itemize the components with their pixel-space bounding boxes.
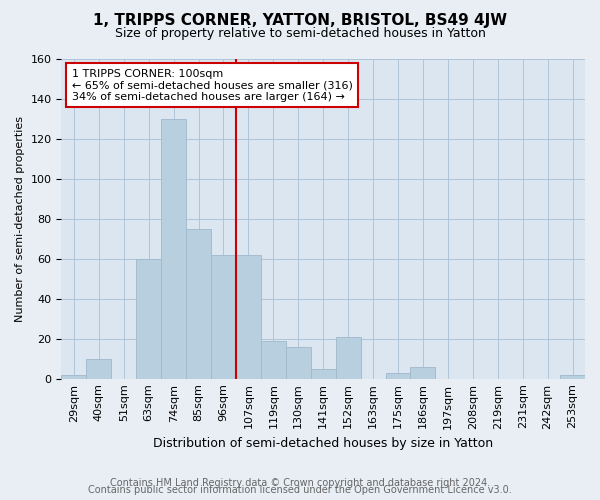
Bar: [211, 255, 236, 378]
Bar: [286, 346, 311, 378]
X-axis label: Distribution of semi-detached houses by size in Yatton: Distribution of semi-detached houses by …: [153, 437, 493, 450]
Bar: [410, 366, 436, 378]
Bar: [311, 368, 335, 378]
Bar: [236, 255, 261, 378]
Text: Contains HM Land Registry data © Crown copyright and database right 2024.: Contains HM Land Registry data © Crown c…: [110, 478, 490, 488]
Bar: [161, 119, 186, 378]
Bar: [186, 229, 211, 378]
Bar: [136, 259, 161, 378]
Bar: [86, 358, 111, 378]
Bar: [335, 336, 361, 378]
Bar: [560, 374, 585, 378]
Text: 1 TRIPPS CORNER: 100sqm
← 65% of semi-detached houses are smaller (316)
34% of s: 1 TRIPPS CORNER: 100sqm ← 65% of semi-de…: [72, 68, 353, 102]
Bar: [386, 372, 410, 378]
Bar: [261, 340, 286, 378]
Text: 1, TRIPPS CORNER, YATTON, BRISTOL, BS49 4JW: 1, TRIPPS CORNER, YATTON, BRISTOL, BS49 …: [93, 12, 507, 28]
Bar: [61, 374, 86, 378]
Y-axis label: Number of semi-detached properties: Number of semi-detached properties: [15, 116, 25, 322]
Text: Size of property relative to semi-detached houses in Yatton: Size of property relative to semi-detach…: [115, 28, 485, 40]
Text: Contains public sector information licensed under the Open Government Licence v3: Contains public sector information licen…: [88, 485, 512, 495]
